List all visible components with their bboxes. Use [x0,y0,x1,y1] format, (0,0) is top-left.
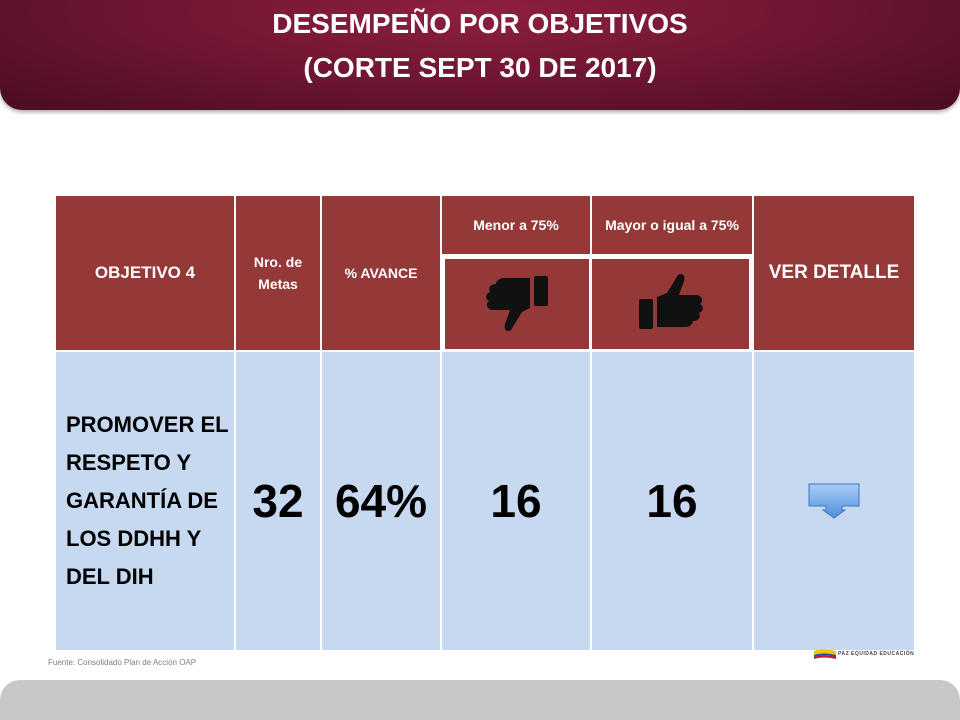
header-nro-metas: Nro. de Metas [236,196,320,350]
row-nro-metas: 32 [236,352,320,650]
row-ver-detalle [754,352,914,650]
header-mayor: Mayor o igual a 75% [592,196,752,254]
logo-text: PAZ EQUIDAD EDUCACIÓN [838,651,915,657]
header-mayor-icon-cell [592,256,752,352]
ver-detalle-button[interactable] [807,482,861,520]
thumbs-down-icon [482,270,552,339]
header-menor: Menor a 75% [442,196,590,254]
flag-logo-icon [814,649,836,659]
header-objetivo: OBJETIVO 4 [56,196,234,350]
header-ver-detalle: VER DETALLE [754,196,914,350]
title-banner: DESEMPEÑO POR OBJETIVOS (CORTE SEPT 30 D… [0,0,960,110]
header-avance: % AVANCE [322,196,440,350]
source-note: Fuente: Consolidado Plan de Acción OAP [48,658,197,667]
page-subtitle: (CORTE SEPT 30 DE 2017) [303,52,657,83]
down-arrow-callout-icon [808,483,860,519]
row-menor: 16 [442,352,590,650]
footer-bar [0,680,960,720]
thumbs-up-icon [635,269,707,340]
page-title: DESEMPEÑO POR OBJETIVOS [272,8,688,39]
header-menor-icon-cell [442,256,592,352]
row-objetivo: PROMOVER EL RESPETO Y GARANTÍA DE LOS DD… [56,352,234,650]
row-avance: 64% [322,352,440,650]
row-mayor: 16 [592,352,752,650]
